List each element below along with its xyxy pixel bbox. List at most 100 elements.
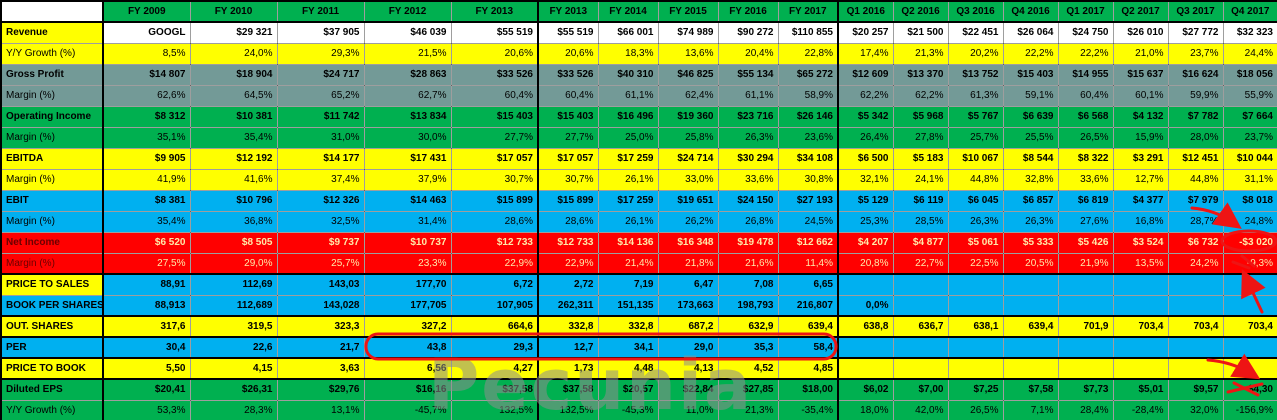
cell[interactable]: $24 714	[657, 147, 719, 170]
cell[interactable]: 30,8%	[777, 168, 839, 191]
cell[interactable]	[1057, 273, 1114, 296]
cell[interactable]: 31,0%	[276, 126, 365, 149]
cell[interactable]: 61,1%	[597, 84, 659, 107]
cell[interactable]: $13 834	[363, 105, 452, 128]
cell[interactable]: 18,3%	[597, 42, 659, 65]
cell[interactable]: $30 294	[717, 147, 779, 170]
cell[interactable]	[1057, 357, 1114, 380]
cell[interactable]: $6 857	[1002, 189, 1059, 212]
row-label[interactable]: Margin (%)	[0, 168, 104, 191]
cell[interactable]: 24,5%	[777, 210, 839, 233]
cell[interactable]: 639,4	[1002, 315, 1059, 338]
row-label[interactable]: Margin (%)	[0, 252, 104, 275]
cell[interactable]: 21,3%	[717, 399, 779, 420]
cell[interactable]: $26,31	[189, 378, 278, 401]
cell[interactable]: 41,9%	[102, 168, 191, 191]
cell[interactable]: 30,7%	[537, 168, 599, 191]
cell[interactable]: 22,5%	[947, 252, 1004, 275]
cell[interactable]: 23,7%	[1167, 42, 1224, 65]
cell[interactable]: 32,5%	[276, 210, 365, 233]
cell[interactable]: 27,7%	[450, 126, 539, 149]
cell[interactable]: $4 132	[1112, 105, 1169, 128]
cell[interactable]: 53,3%	[102, 399, 191, 420]
cell[interactable]	[1057, 294, 1114, 317]
column-header-fy-2014[interactable]: FY 2014	[597, 0, 659, 23]
cell[interactable]	[1112, 294, 1169, 317]
cell[interactable]: 42,0%	[892, 399, 949, 420]
cell[interactable]: $55 519	[450, 21, 539, 44]
cell[interactable]: $37,58	[450, 378, 539, 401]
cell[interactable]: 4,48	[597, 357, 659, 380]
cell[interactable]: 64,5%	[189, 84, 278, 107]
cell[interactable]: 26,1%	[597, 210, 659, 233]
cell[interactable]: -35,4%	[777, 399, 839, 420]
cell[interactable]: 28,6%	[537, 210, 599, 233]
cell[interactable]: 30,7%	[450, 168, 539, 191]
cell[interactable]: 60,4%	[537, 84, 599, 107]
cell[interactable]: $18 904	[189, 63, 278, 86]
cell[interactable]: 5,50	[102, 357, 191, 380]
cell[interactable]	[837, 273, 894, 296]
cell[interactable]: 2,72	[537, 273, 599, 296]
column-header-q1-2017[interactable]: Q1 2017	[1057, 0, 1114, 23]
cell[interactable]: $12 451	[1167, 147, 1224, 170]
cell[interactable]: $14 807	[102, 63, 191, 86]
cell[interactable]: 132,5%	[450, 399, 539, 420]
cell[interactable]: $9,57	[1167, 378, 1224, 401]
cell[interactable]: 23,6%	[777, 126, 839, 149]
cell[interactable]: 58,9%	[777, 84, 839, 107]
cell[interactable]: $6 819	[1057, 189, 1114, 212]
cell[interactable]: 30,0%	[363, 126, 452, 149]
cell[interactable]: $17 259	[597, 189, 659, 212]
cell[interactable]: 32,8%	[1002, 168, 1059, 191]
cell[interactable]: -$4,30	[1222, 378, 1277, 401]
cell[interactable]: 26,3%	[1002, 210, 1059, 233]
cell[interactable]: $6 520	[102, 231, 191, 254]
cell[interactable]: $5 426	[1057, 231, 1114, 254]
cell[interactable]: 28,4%	[1057, 399, 1114, 420]
cell[interactable]: $14 955	[1057, 63, 1114, 86]
cell[interactable]: 22,7%	[892, 252, 949, 275]
cell[interactable]: $20 257	[837, 21, 894, 44]
cell[interactable]: $46 039	[363, 21, 452, 44]
cell[interactable]: 143,028	[276, 294, 365, 317]
cell[interactable]: 60,4%	[1057, 84, 1114, 107]
cell[interactable]: 262,311	[537, 294, 599, 317]
cell[interactable]: 34,1	[597, 336, 659, 359]
cell[interactable]: 21,5%	[363, 42, 452, 65]
cell[interactable]: 319,5	[189, 315, 278, 338]
cell[interactable]: $12 733	[450, 231, 539, 254]
cell[interactable]: 638,1	[947, 315, 1004, 338]
cell[interactable]: $26 146	[777, 105, 839, 128]
cell[interactable]: $37 905	[276, 21, 365, 44]
cell[interactable]: 664,6	[450, 315, 539, 338]
row-label[interactable]: PER	[0, 336, 104, 359]
cell[interactable]: 26,3%	[947, 210, 1004, 233]
cell[interactable]: $6 568	[1057, 105, 1114, 128]
cell[interactable]: 26,4%	[837, 126, 894, 149]
cell[interactable]: 332,8	[597, 315, 659, 338]
cell[interactable]: $28 863	[363, 63, 452, 86]
cell[interactable]: 7,1%	[1002, 399, 1059, 420]
cell[interactable]: $5 968	[892, 105, 949, 128]
cell[interactable]: 112,69	[189, 273, 278, 296]
cell[interactable]: 35,4%	[102, 210, 191, 233]
cell[interactable]: 25,7%	[947, 126, 1004, 149]
cell[interactable]: $5 129	[837, 189, 894, 212]
cell[interactable]: 639,4	[777, 315, 839, 338]
cell[interactable]: $15 403	[1002, 63, 1059, 86]
cell[interactable]: 132,5%	[537, 399, 599, 420]
cell[interactable]: $14 136	[597, 231, 659, 254]
cell[interactable]: $10 381	[189, 105, 278, 128]
cell[interactable]: 62,6%	[102, 84, 191, 107]
cell[interactable]: $90 272	[717, 21, 779, 44]
cell[interactable]: 701,9	[1057, 315, 1114, 338]
cell[interactable]: 32,0%	[1167, 399, 1224, 420]
cell[interactable]: 25,3%	[837, 210, 894, 233]
row-label[interactable]: Y/Y Growth (%)	[0, 42, 104, 65]
cell[interactable]: 25,5%	[1002, 126, 1059, 149]
cell[interactable]: $7 782	[1167, 105, 1224, 128]
cell[interactable]: 62,2%	[892, 84, 949, 107]
cell[interactable]: 13,6%	[657, 42, 719, 65]
cell[interactable]: $6 045	[947, 189, 1004, 212]
